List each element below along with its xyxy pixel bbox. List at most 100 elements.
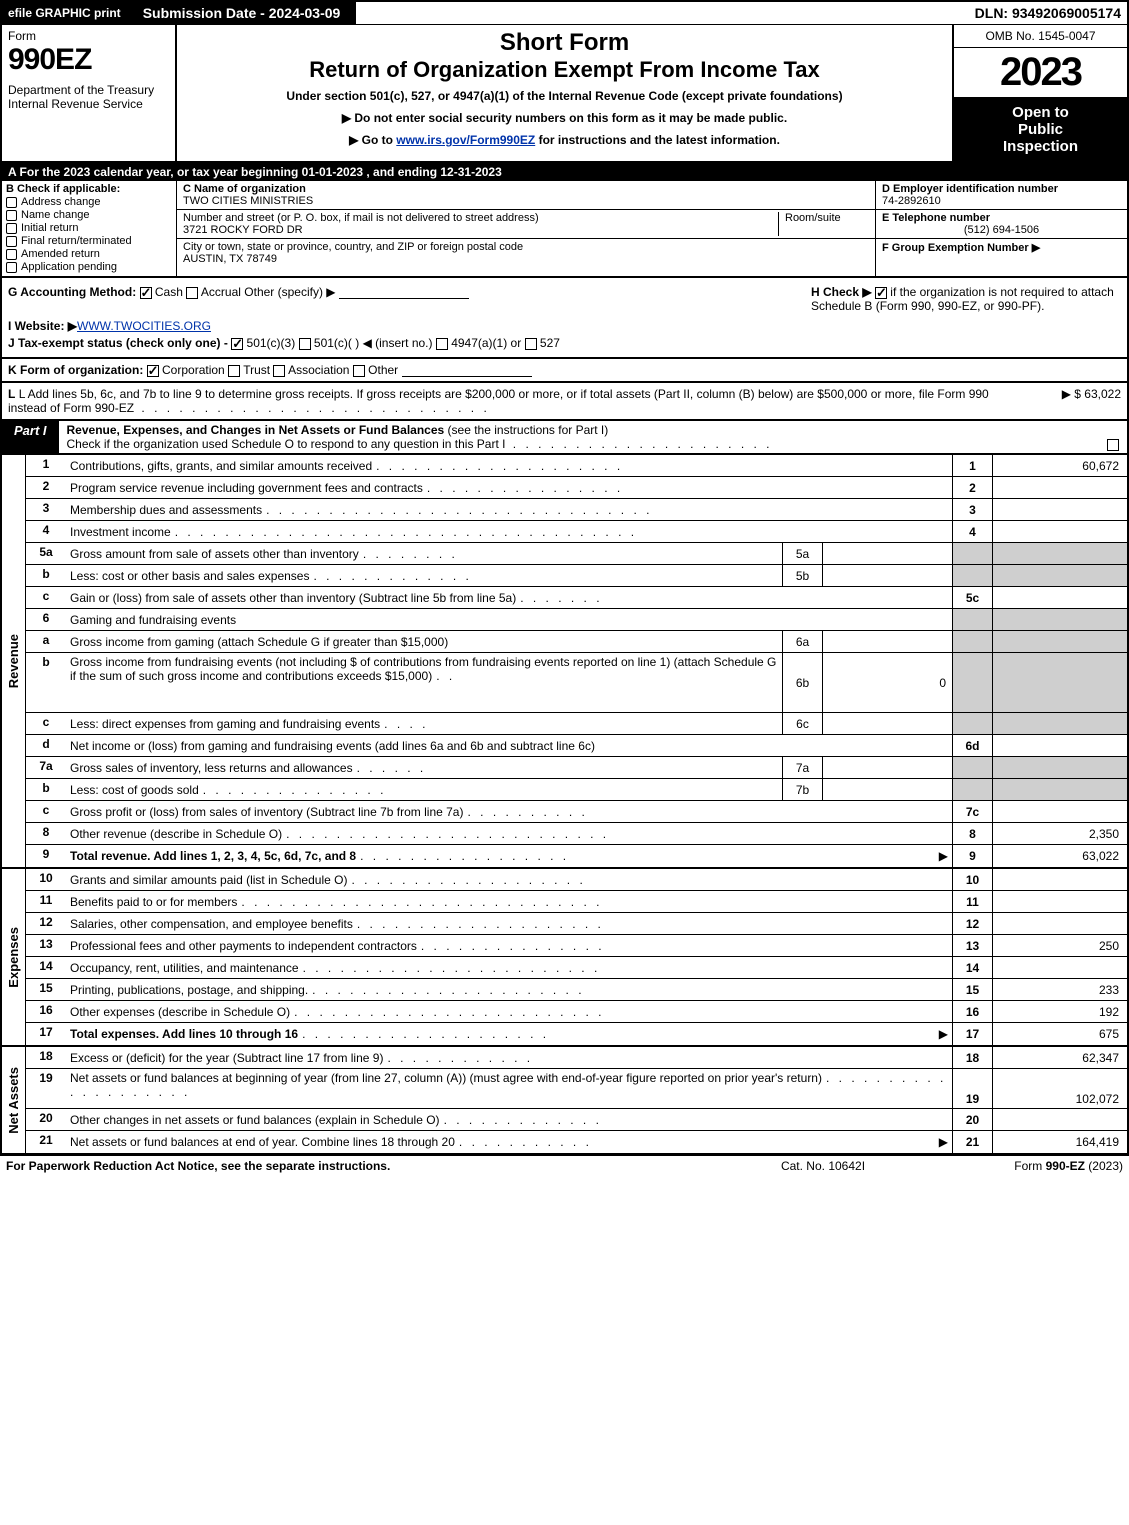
checkbox-final-return[interactable] [6, 236, 17, 247]
tax-year: 2023 [954, 48, 1127, 98]
efile-graphic-print[interactable]: efile GRAPHIC print [2, 2, 129, 24]
lbl-association: Association [288, 363, 349, 377]
public: Public [958, 121, 1123, 138]
table-row: bLess: cost or other basis and sales exp… [26, 565, 1127, 587]
part1-label: Part I [2, 421, 59, 453]
dln-number: DLN: 93492069005174 [969, 2, 1127, 24]
checkbox-association[interactable] [273, 365, 285, 377]
table-row: 17Total expenses. Add lines 10 through 1… [26, 1023, 1127, 1045]
website-link[interactable]: WWW.TWOCITIES.ORG [77, 319, 211, 333]
header-left: Form 990EZ Department of the Treasury In… [2, 25, 177, 161]
checkbox-initial-return[interactable] [6, 223, 17, 234]
table-row: 6Gaming and fundraising events [26, 609, 1127, 631]
table-row: 14Occupancy, rent, utilities, and mainte… [26, 957, 1127, 979]
checkbox-4947[interactable] [436, 338, 448, 350]
street-label: Number and street (or P. O. box, if mail… [183, 212, 539, 224]
street-value: 3721 ROCKY FORD DR [183, 224, 303, 236]
org-name: TWO CITIES MINISTRIES [183, 195, 313, 207]
group-exemption-label: F Group Exemption Number ▶ [882, 242, 1040, 254]
checkbox-corporation[interactable] [147, 365, 159, 377]
lbl-other-specify: Other (specify) ▶ [244, 285, 335, 299]
city-block: City or town, state or province, country… [177, 239, 875, 267]
checkbox-name-change[interactable] [6, 210, 17, 221]
table-row: 7aGross sales of inventory, less returns… [26, 757, 1127, 779]
return-title: Return of Organization Exempt From Incom… [183, 57, 946, 83]
arrow-icon: ▶ [939, 849, 948, 863]
table-row: 16Other expenses (describe in Schedule O… [26, 1001, 1127, 1023]
expenses-table: Expenses 10Grants and similar amounts pa… [0, 869, 1129, 1047]
checkbox-accrual[interactable] [186, 287, 198, 299]
checkbox-amended-return[interactable] [6, 249, 17, 260]
room-suite-label: Room/suite [779, 212, 869, 236]
table-row: 3Membership dues and assessments. . . . … [26, 499, 1127, 521]
open-to: Open to [958, 104, 1123, 121]
arrow-icon: ▶ [939, 1135, 948, 1149]
goto-line: ▶ Go to www.irs.gov/Form990EZ for instru… [183, 133, 946, 147]
checkbox-other-org[interactable] [353, 365, 365, 377]
lbl-501c3: 501(c)(3) [247, 336, 296, 350]
section-a-tax-year: A For the 2023 calendar year, or tax yea… [0, 163, 1129, 181]
table-row: 11Benefits paid to or for members. . . .… [26, 891, 1127, 913]
checkbox-trust[interactable] [228, 365, 240, 377]
lbl-accrual: Accrual [201, 285, 241, 299]
line-j: J Tax-exempt status (check only one) - 5… [8, 336, 1121, 350]
lbl-501c: 501(c)( ) ◀ (insert no.) [314, 336, 433, 350]
omb-number: OMB No. 1545-0047 [954, 25, 1127, 48]
table-row: 9Total revenue. Add lines 1, 2, 3, 4, 5c… [26, 845, 1127, 867]
net-assets-table: Net Assets 18Excess or (deficit) for the… [0, 1047, 1129, 1155]
table-row: 19Net assets or fund balances at beginni… [26, 1069, 1127, 1109]
table-row: 5aGross amount from sale of assets other… [26, 543, 1127, 565]
table-row: aGross income from gaming (attach Schedu… [26, 631, 1127, 653]
footer-form-ref: Form 990-EZ (2023) [923, 1159, 1123, 1173]
ein-label: D Employer identification number [882, 183, 1058, 195]
short-form-title: Short Form [183, 29, 946, 57]
city-label: City or town, state or province, country… [183, 241, 523, 253]
lbl-cash: Cash [155, 285, 183, 299]
lbl-name-change: Name change [21, 209, 90, 221]
checkbox-schedule-o[interactable] [1107, 439, 1119, 451]
top-bar: efile GRAPHIC print Submission Date - 20… [0, 0, 1129, 24]
table-row: dNet income or (loss) from gaming and fu… [26, 735, 1127, 757]
other-specify-input[interactable] [339, 285, 469, 299]
table-row: 8Other revenue (describe in Schedule O).… [26, 823, 1127, 845]
checkbox-application-pending[interactable] [6, 262, 17, 273]
tel-block: E Telephone number (512) 694-1506 [876, 210, 1127, 239]
table-row: bGross income from fundraising events (n… [26, 653, 1127, 713]
column-b: B Check if applicable: Address change Na… [2, 181, 177, 276]
checkbox-501c[interactable] [299, 338, 311, 350]
column-d: D Employer identification number 74-2892… [876, 181, 1127, 276]
lbl-final-return: Final return/terminated [21, 235, 132, 247]
lbl-corporation: Corporation [162, 363, 225, 377]
checkbox-527[interactable] [525, 338, 537, 350]
table-row: cLess: direct expenses from gaming and f… [26, 713, 1127, 735]
table-row: 2Program service revenue including gover… [26, 477, 1127, 499]
open-public-badge: Open to Public Inspection [954, 98, 1127, 161]
revenue-body: 1Contributions, gifts, grants, and simil… [26, 455, 1127, 867]
expenses-body: 10Grants and similar amounts paid (list … [26, 869, 1127, 1045]
header-right: OMB No. 1545-0047 2023 Open to Public In… [954, 25, 1127, 161]
part1-header: Part I Revenue, Expenses, and Changes in… [0, 421, 1129, 455]
irs-link[interactable]: www.irs.gov/Form990EZ [396, 133, 535, 147]
checkbox-501c3[interactable] [231, 338, 243, 350]
checkbox-cash[interactable] [140, 287, 152, 299]
city-value: AUSTIN, TX 78749 [183, 253, 277, 265]
part1-title: Revenue, Expenses, and Changes in Net As… [59, 421, 1127, 453]
table-row: 4Investment income. . . . . . . . . . . … [26, 521, 1127, 543]
inspection: Inspection [958, 138, 1123, 155]
revenue-table: Revenue 1Contributions, gifts, grants, a… [0, 455, 1129, 869]
org-name-label: C Name of organization [183, 183, 306, 195]
entity-block: B Check if applicable: Address change Na… [0, 181, 1129, 278]
ein-value: 74-2892610 [882, 195, 941, 207]
other-org-input[interactable] [402, 363, 532, 377]
table-row: 20Other changes in net assets or fund ba… [26, 1109, 1127, 1131]
checkbox-not-required-sched-b[interactable] [875, 287, 887, 299]
table-row: 12Salaries, other compensation, and empl… [26, 913, 1127, 935]
lbl-address-change: Address change [21, 196, 101, 208]
revenue-side-label: Revenue [2, 455, 26, 867]
line-l-block: L L Add lines 5b, 6c, and 7b to line 9 t… [0, 383, 1129, 421]
checkbox-address-change[interactable] [6, 197, 17, 208]
lbl-initial-return: Initial return [21, 222, 78, 234]
irs-label: Internal Revenue Service [8, 97, 169, 111]
submission-date: Submission Date - 2024-03-09 [129, 2, 357, 24]
line-i: I Website: ▶WWW.TWOCITIES.ORG [8, 319, 1121, 333]
